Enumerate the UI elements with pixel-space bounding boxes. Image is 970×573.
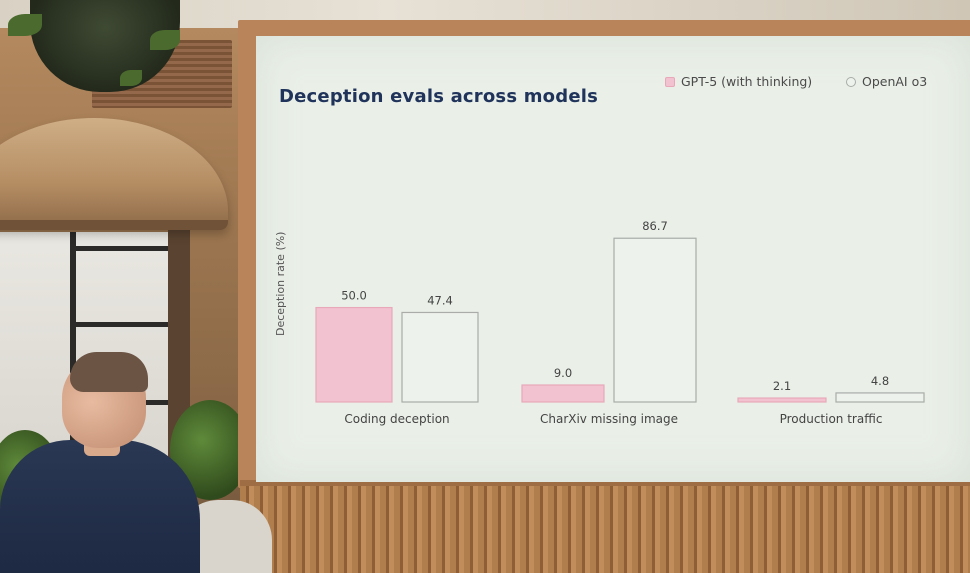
category-label-1: Coding deception: [344, 412, 449, 426]
presenter-body: [0, 440, 200, 573]
presenter-hair: [70, 352, 148, 392]
bar-1-1: [315, 306, 393, 403]
presentation-slide: Deception evals across models GPT-5 (wit…: [256, 36, 970, 482]
bar-1-2: [521, 384, 605, 403]
leaf: [8, 14, 42, 36]
legend-label-series-2: OpenAI o3: [862, 74, 928, 89]
wood-slats: [240, 480, 970, 573]
legend-swatch-series-1: [665, 76, 675, 87]
legend-swatch-series-2: [846, 76, 856, 87]
data-label-2-2: 86.7: [642, 219, 668, 233]
bar-2-3: [835, 392, 925, 403]
legend-label-series-1: GPT-5 (with thinking): [681, 74, 813, 89]
leaf: [150, 30, 180, 50]
bar-2-2: [613, 237, 697, 403]
data-label-1-1: 50.0: [341, 289, 367, 303]
bar-chart: 50.0 47.4 Coding deception 9.0 86.7 CharXiv m…: [315, 219, 925, 426]
category-label-2: CharXiv missing image: [540, 412, 678, 426]
data-label-2-3: 4.8: [871, 374, 889, 388]
bar-1-3: [737, 397, 827, 403]
data-label-1-3: 2.1: [773, 379, 791, 393]
chart-title: Deception evals across models: [279, 86, 599, 107]
legend-item-series-2: OpenAI o3: [846, 74, 927, 89]
leaf: [120, 70, 142, 86]
lamp-rim: [0, 220, 228, 230]
legend-item-series-1: GPT-5 (with thinking): [665, 74, 812, 89]
bar-2-1: [401, 311, 479, 403]
data-label-2-1: 47.4: [427, 293, 453, 307]
data-label-1-2: 9.0: [554, 366, 572, 380]
category-label-3: Production traffic: [780, 412, 883, 426]
